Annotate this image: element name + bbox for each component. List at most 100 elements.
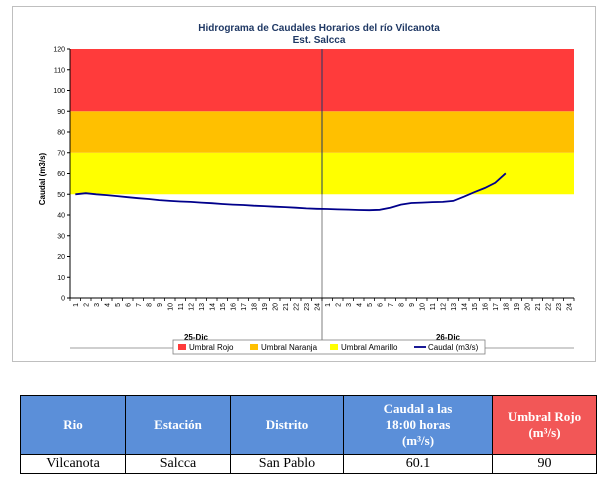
x-tick-label: 5	[367, 303, 374, 307]
x-tick-label: 5	[115, 303, 122, 307]
y-tick-label: 110	[54, 67, 65, 74]
y-tick-label: 90	[57, 109, 65, 116]
y-axis-title: Caudal (m3/s)	[38, 152, 47, 205]
cell-umbral: 90	[492, 454, 597, 474]
x-tick-label: 6	[125, 303, 132, 307]
x-tick-label: 13	[451, 303, 458, 311]
header-rio: Rio	[20, 395, 126, 455]
x-tick-label: 23	[556, 303, 563, 311]
header-estacion: Estación	[125, 395, 231, 455]
x-tick-label: 8	[146, 303, 153, 307]
x-tick-label: 22	[293, 303, 300, 311]
x-tick-label: 21	[535, 303, 542, 311]
x-tick-label: 3	[94, 303, 101, 307]
table-header-row: Rio Estación Distrito Caudal a las 18:00…	[20, 395, 597, 455]
x-tick-label: 9	[157, 303, 164, 307]
y-tick-label: 0	[61, 296, 65, 303]
x-tick-label: 1	[73, 303, 80, 307]
x-tick-label: 16	[230, 303, 237, 311]
x-tick-label: 1	[325, 303, 332, 307]
x-tick-label: 9	[409, 303, 416, 307]
day-label: 25-Dic	[184, 333, 209, 342]
x-tick-label: 24	[566, 303, 573, 311]
header-umbral-rojo: Umbral Rojo (m³/s)	[492, 395, 597, 455]
x-tick-label: 10	[167, 303, 174, 311]
x-tick-label: 14	[209, 303, 216, 311]
series-line-caudal	[75, 172, 507, 212]
chart-subtitle: Est. Salcca	[293, 35, 346, 46]
x-tick-label: 10	[419, 303, 426, 311]
x-tick-label: 4	[356, 303, 363, 307]
chart-title: Hidrograma de Caudales Horarios del río …	[198, 23, 440, 34]
header-caudal-line2: 18:00 horas	[385, 417, 451, 432]
x-tick-label: 22	[545, 303, 552, 311]
x-tick-label: 20	[272, 303, 279, 311]
legend-label: Umbral Naranja	[261, 343, 318, 352]
x-tick-label: 16	[482, 303, 489, 311]
y-tick-label: 20	[57, 254, 65, 261]
x-tick-label: 7	[388, 303, 395, 307]
y-tick-labels: 0 10 20 30 40 50 60 70 80 90 100 110 120	[53, 47, 70, 303]
x-tick-label: 2	[83, 303, 90, 307]
series-layer	[75, 172, 507, 212]
cell-caudal: 60.1	[343, 454, 493, 474]
x-tick-label: 12	[440, 303, 447, 311]
y-tick-label: 80	[57, 130, 65, 137]
header-caudal-line1: Caudal a las	[383, 401, 453, 416]
x-tick-label: 19	[514, 303, 521, 311]
x-tick-label: 7	[136, 303, 143, 307]
day-label: 26-Dic	[436, 333, 461, 342]
header-distrito: Distrito	[230, 395, 344, 455]
chart-frame: 0 10 20 30 40 50 60 70 80 90 100 110 120 1 2 3 4 5 6 7 8 9 10…	[12, 6, 596, 362]
header-umbral-line1: Umbral Rojo	[507, 409, 582, 424]
x-tick-label: 14	[461, 303, 468, 311]
x-tick-label: 12	[188, 303, 195, 311]
x-tick-labels: 1 2 3 4 5 6 7 8 9 10 11 12 13 14 15 16 17 18 19 20 21 22 23 24 1…	[69, 298, 575, 311]
x-tick-label: 15	[472, 303, 479, 311]
x-tick-label: 11	[430, 303, 437, 310]
legend-label: Caudal (m3/s)	[428, 343, 479, 352]
legend-label: Umbral Rojo	[189, 343, 234, 352]
x-tick-label: 17	[493, 303, 500, 311]
y-tick-label: 60	[57, 171, 65, 178]
legend-box	[172, 339, 486, 355]
legend-swatch	[330, 344, 338, 350]
x-tick-label: 24	[314, 303, 321, 311]
y-tick-label: 100	[53, 88, 65, 95]
cell-distrito: San Pablo	[230, 454, 344, 474]
x-tick-label: 8	[398, 303, 405, 307]
cell-estacion: Salcca	[125, 454, 231, 474]
day-labels: 25-Dic 26-Dic	[184, 333, 461, 342]
x-tick-label: 15	[220, 303, 227, 311]
x-tick-label: 3	[346, 303, 353, 307]
x-tick-label: 20	[524, 303, 531, 311]
y-tick-label: 40	[57, 213, 65, 220]
x-tick-label: 11	[178, 303, 185, 310]
x-tick-label: 13	[199, 303, 206, 311]
x-tick-label: 18	[251, 303, 258, 311]
x-tick-label: 6	[377, 303, 384, 307]
header-caudal: Caudal a las 18:00 horas (m³/s)	[343, 395, 493, 455]
station-table: Rio Estación Distrito Caudal a las 18:00…	[20, 395, 597, 474]
y-tick-label: 10	[57, 275, 65, 282]
x-tick-label: 23	[304, 303, 311, 311]
legend-swatch	[250, 344, 258, 350]
legend: Umbral Rojo Umbral Naranja Umbral Amarillo…	[172, 339, 486, 355]
header-caudal-line3: (m³/s)	[401, 433, 435, 448]
table-row: Vilcanota Salcca San Pablo 60.1 90	[20, 454, 597, 474]
x-tick-label: 17	[241, 303, 248, 311]
x-tick-label: 4	[104, 303, 111, 307]
cell-rio: Vilcanota	[20, 454, 126, 474]
x-tick-label: 19	[262, 303, 269, 311]
x-tick-label: 21	[283, 303, 290, 311]
y-tick-label: 70	[57, 150, 65, 157]
x-tick-label: 2	[335, 303, 342, 307]
y-tick-label: 30	[57, 233, 65, 240]
header-umbral-line2: (m³/s)	[528, 425, 561, 440]
y-tick-label: 50	[57, 192, 65, 199]
y-tick-label: 120	[53, 47, 65, 54]
legend-label: Umbral Amarillo	[341, 343, 398, 352]
x-tick-label: 18	[503, 303, 510, 311]
legend-swatch	[178, 344, 186, 350]
